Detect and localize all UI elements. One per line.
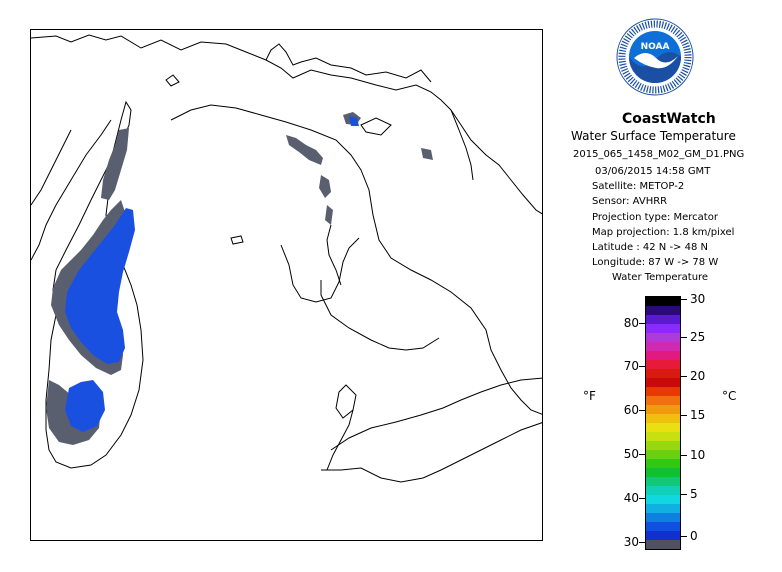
colorbar-swatch [646,369,680,378]
colorbar-swatch [646,459,680,468]
colorbar-swatch [646,513,680,522]
colorbar-swatch [646,486,680,495]
fahrenheit-tick-label: 40 [623,491,639,505]
colorbar-swatch [646,531,680,540]
colorbar-swatch [646,297,680,306]
colorbar-swatch [646,441,680,450]
colorbar-swatch [646,387,680,396]
colorbar-swatch [646,522,680,531]
celsius-tick-label: 10 [690,448,706,462]
map-projection-label: Map projection: 1.8 km/pixel [592,226,735,238]
coastline-north [31,34,452,111]
celsius-tick-mark [681,337,687,338]
colorbar-swatch [646,333,680,342]
cold-water [65,116,359,432]
fahrenheit-tick-label: 30 [623,535,639,549]
west-coast-lines [31,129,72,206]
celsius-tick-mark [681,455,687,456]
north-small-lake [165,74,180,87]
colorbar-swatch [646,450,680,459]
fahrenheit-tick-mark [639,542,645,543]
fahrenheit-tick-mark [639,454,645,455]
lake-huron-shore [170,104,542,415]
satellite-label: Satellite: METOP-2 [592,181,685,193]
temperature-colorbar [645,296,681,550]
colorbar-swatch [646,342,680,351]
map-panel [30,29,543,541]
colorbar-swatch [646,540,680,549]
projection-type-label: Projection type: Mercator [592,211,718,223]
product-filename: 2015_065_1458_M02_GM_D1.PNG [573,149,745,160]
acquisition-datetime: 03/06/2015 14:58 GMT [595,166,711,177]
colorbar-swatch [646,378,680,387]
fahrenheit-tick-mark [639,410,645,411]
latitude-label: Latitude : 42 N -> 48 N [592,242,708,254]
fahrenheit-tick-label: 70 [623,359,639,373]
fahrenheit-tick-label: 60 [623,403,639,417]
colorbar-swatch [646,324,680,333]
celsius-tick-mark [681,494,687,495]
coastline-superior-islands [265,43,432,83]
thumb-shore [326,224,342,286]
small-island [230,235,244,245]
celsius-tick-mark [681,299,687,300]
colorbar-swatch [646,351,680,360]
product-subtitle: Water Surface Temperature [571,129,736,143]
detroit-river [326,409,354,471]
colorbar-swatch [646,306,680,315]
fahrenheit-tick-label: 50 [623,447,639,461]
celsius-tick-mark [681,536,687,537]
colorbar-swatch [646,495,680,504]
celsius-tick-label: 0 [690,529,698,543]
colorbar-swatch [646,405,680,414]
lake-erie-south [321,422,542,483]
colorbar-swatch [646,396,680,405]
celsius-tick-label: 20 [690,369,706,383]
sensor-label: Sensor: AVHRR [592,196,668,208]
celsius-tick-label: 15 [690,408,706,422]
colorbar-swatch [646,414,680,423]
georgian-bay [450,109,474,181]
lake-st-clair [335,384,357,419]
celsius-tick-mark [681,415,687,416]
celsius-tick-label: 30 [690,292,706,306]
colorbar-swatch [646,477,680,486]
colorbar-swatch [646,423,680,432]
great-lakes-map [31,34,542,483]
fahrenheit-unit: °F [583,389,596,403]
coastline-east [450,109,542,215]
metadata-block: 03/06/2015 14:58 GMT Satellite: METOP-2 … [592,164,734,270]
fahrenheit-tick-mark [639,366,645,367]
fahrenheit-tick-mark [639,498,645,499]
celsius-unit: °C [722,389,737,403]
legend-title: Water Temperature [612,272,709,283]
saginaw-bay [280,237,360,303]
green-bay-shore [31,119,112,261]
colorbar-swatch [646,468,680,477]
colorbar-swatch [646,360,680,369]
colorbar-swatch [646,315,680,324]
celsius-tick-label: 25 [690,330,706,344]
fahrenheit-tick-mark [639,323,645,324]
celsius-tick-label: 5 [690,487,698,501]
colorbar-swatch [646,432,680,441]
lake-erie-shore [330,377,542,451]
coastwatch-title: CoastWatch [622,111,716,127]
celsius-tick-mark [681,376,687,377]
fahrenheit-tick-label: 80 [623,316,639,330]
drummond-area [360,117,392,136]
michigan-thumb [320,280,440,351]
noaa-logo: NOAA [616,18,694,96]
noaa-logo-text: NOAA [641,42,670,52]
colorbar-swatch [646,504,680,513]
longitude-label: Longitude: 87 W -> 78 W [592,257,719,269]
